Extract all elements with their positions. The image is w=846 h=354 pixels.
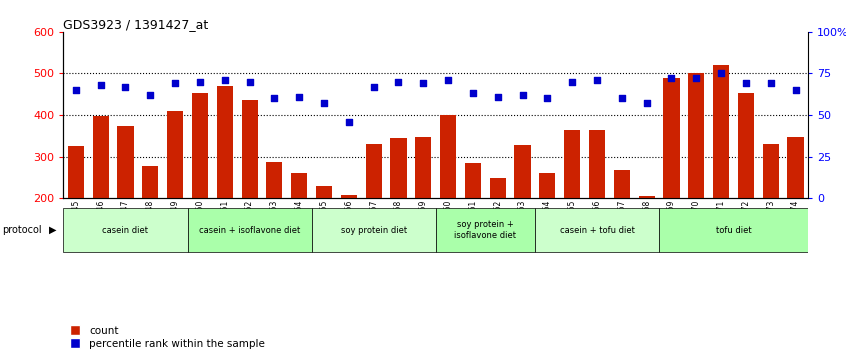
Point (69, 87, 83, 93)
Bar (217, 86, 233, 281)
Bar (415, 137, 431, 281)
Point (144, 92, 157, 98)
Text: tofu diet: tofu diet (716, 225, 751, 235)
Bar (436, 208, 535, 252)
Text: soy protein +
isoflavone diet: soy protein + isoflavone diet (454, 221, 516, 240)
Bar (688, 74, 705, 281)
Point (788, 87, 802, 93)
Bar (490, 178, 506, 281)
Point (466, 91, 480, 96)
Point (491, 94, 504, 99)
Point (591, 77, 604, 83)
Bar (738, 93, 754, 281)
Bar (241, 101, 258, 281)
Bar (713, 65, 729, 281)
Bar (118, 126, 134, 281)
Bar (514, 145, 530, 281)
Bar (63, 208, 188, 252)
Point (764, 81, 777, 86)
Legend: count, percentile rank within the sample: count, percentile rank within the sample (69, 326, 266, 349)
Point (367, 84, 381, 90)
Bar (192, 93, 208, 281)
Bar (142, 166, 158, 281)
Bar (464, 163, 481, 281)
Text: casein + tofu diet: casein + tofu diet (559, 225, 634, 235)
Point (193, 79, 206, 85)
Point (640, 101, 653, 106)
Bar (266, 162, 283, 281)
Bar (188, 208, 311, 252)
Text: soy protein diet: soy protein diet (341, 225, 407, 235)
Point (168, 81, 182, 86)
Point (342, 119, 355, 125)
Bar (316, 186, 332, 281)
Point (689, 76, 703, 81)
Point (267, 96, 281, 101)
Bar (663, 78, 679, 281)
Point (565, 79, 579, 85)
Bar (564, 130, 580, 281)
Bar (788, 137, 804, 281)
Point (118, 84, 132, 90)
Point (218, 77, 232, 83)
Bar (341, 195, 357, 281)
Point (317, 101, 331, 106)
Text: casein diet: casein diet (102, 225, 149, 235)
Bar (613, 170, 630, 281)
Bar (659, 208, 808, 252)
Bar (92, 116, 109, 281)
Text: ▶: ▶ (49, 225, 57, 235)
Point (714, 71, 728, 76)
Bar (639, 196, 655, 281)
Bar (539, 173, 556, 281)
Bar (762, 144, 779, 281)
Point (243, 79, 256, 85)
Bar (589, 130, 605, 281)
Point (615, 96, 629, 101)
Bar (311, 208, 436, 252)
Text: casein + isoflavone diet: casein + isoflavone diet (199, 225, 300, 235)
Point (516, 92, 530, 98)
Bar (535, 208, 659, 252)
Text: protocol: protocol (2, 225, 41, 235)
Point (442, 77, 455, 83)
Point (94, 82, 107, 88)
Bar (440, 115, 456, 281)
Point (416, 81, 430, 86)
Point (665, 76, 678, 81)
Bar (167, 111, 184, 281)
Bar (390, 138, 407, 281)
Bar (291, 173, 307, 281)
Point (541, 96, 554, 101)
Bar (68, 146, 84, 281)
Bar (365, 144, 382, 281)
Point (739, 81, 753, 86)
Text: GDS3923 / 1391427_at: GDS3923 / 1391427_at (63, 18, 209, 31)
Point (392, 79, 405, 85)
Point (293, 94, 306, 99)
